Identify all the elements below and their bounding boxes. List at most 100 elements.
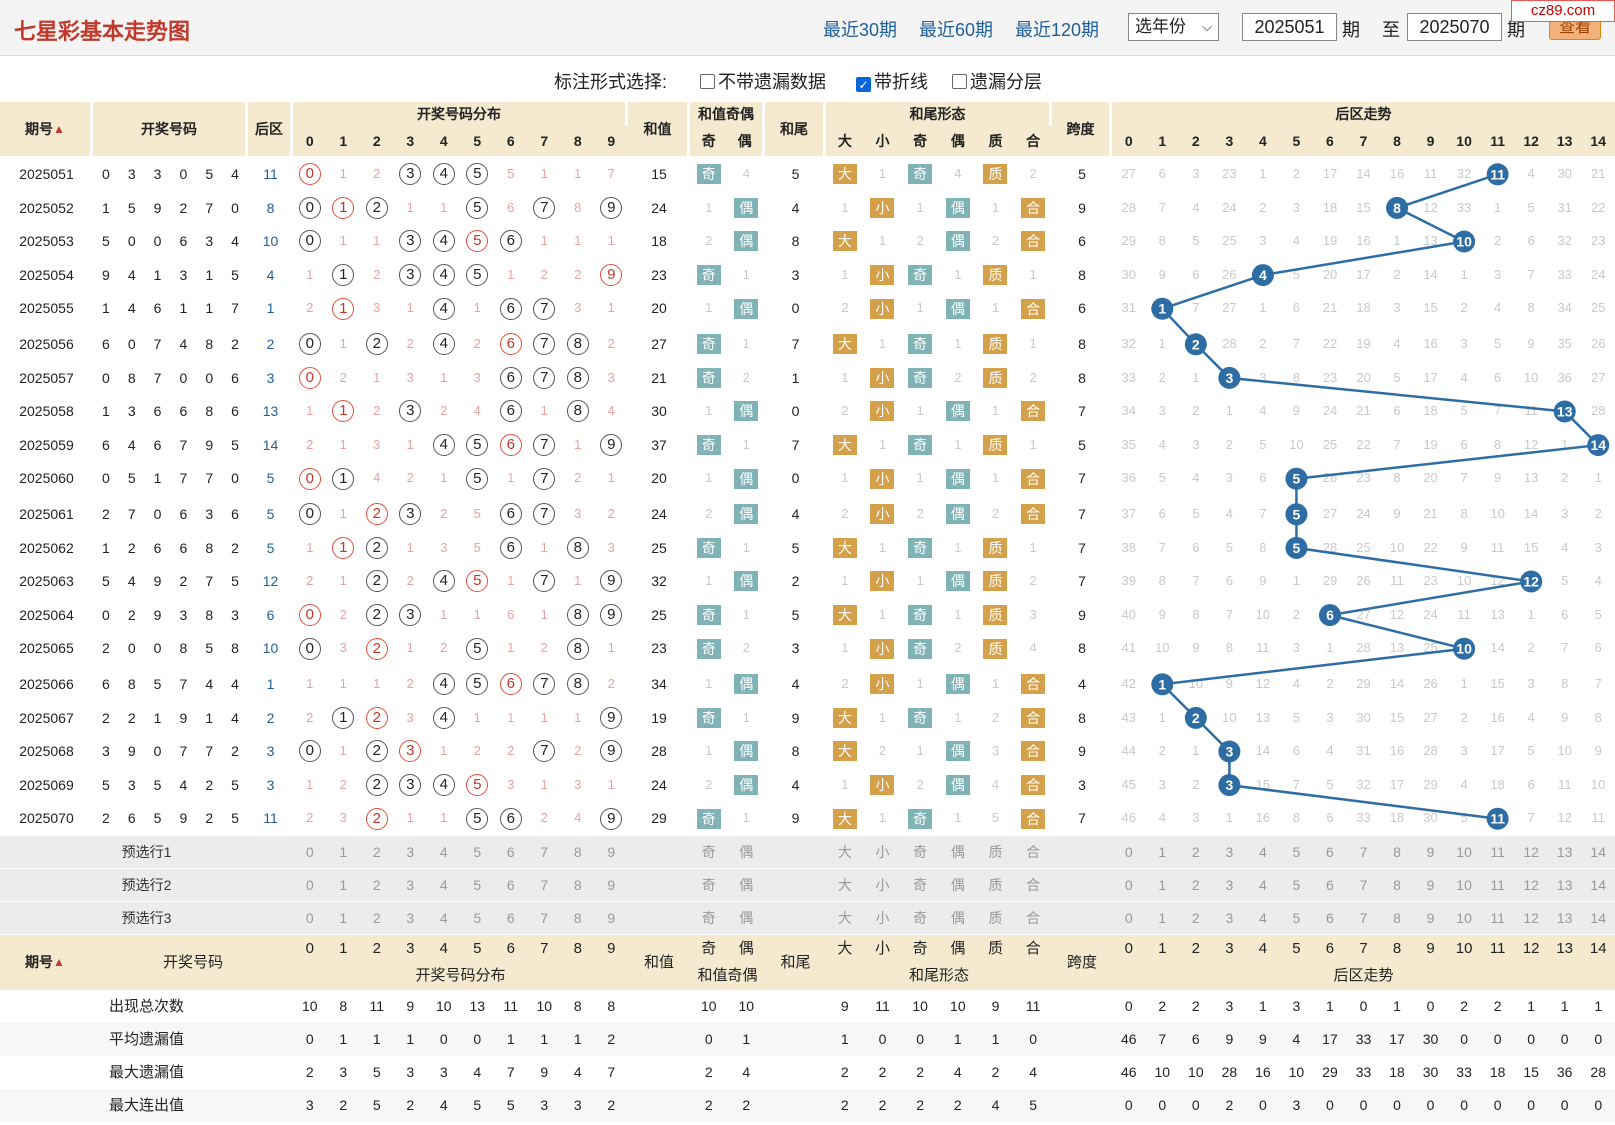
preselect-trend[interactable]: 14 <box>1590 910 1606 926</box>
preselect-trend[interactable]: 5 <box>1292 910 1301 926</box>
from-period-input[interactable]: 2025051 <box>1242 13 1337 41</box>
preselect-trend[interactable]: 10 <box>1456 910 1472 926</box>
option-miss-layer[interactable]: 遗漏分层 <box>952 68 1042 94</box>
view-button[interactable]: 查看 <box>1549 15 1601 40</box>
preselect-digit[interactable]: 7 <box>540 877 549 893</box>
preselect-digit[interactable]: 2 <box>372 910 381 926</box>
preselect-trend[interactable]: 2 <box>1191 910 1200 926</box>
preselect-digit[interactable]: 1 <box>339 877 348 893</box>
preselect-trend[interactable]: 9 <box>1426 844 1435 860</box>
preselect-trend[interactable]: 14 <box>1590 844 1606 860</box>
preselect-trend[interactable]: 0 <box>1124 877 1133 893</box>
checkbox-checked-icon[interactable]: ✓ <box>856 77 871 92</box>
preselect-trend[interactable]: 5 <box>1292 877 1301 893</box>
preselect-odd[interactable]: 奇 <box>701 877 716 893</box>
preselect-digit[interactable]: 9 <box>607 844 616 860</box>
preselect-digit[interactable]: 6 <box>506 910 515 926</box>
preselect-odd[interactable]: 奇 <box>701 844 716 860</box>
preselect-form[interactable]: 合 <box>1026 844 1041 860</box>
sort-icon[interactable]: ▲ <box>53 955 65 969</box>
preselect-digit[interactable]: 0 <box>305 910 314 926</box>
preselect-trend[interactable]: 5 <box>1292 844 1301 860</box>
preselect-trend[interactable]: 2 <box>1191 844 1200 860</box>
preselect-form[interactable]: 大 <box>837 910 852 926</box>
preselect-digit[interactable]: 5 <box>473 844 482 860</box>
preselect-trend[interactable]: 12 <box>1523 910 1539 926</box>
option-polyline[interactable]: ✓ 带折线 <box>856 68 928 94</box>
preselect-trend[interactable]: 6 <box>1326 910 1334 926</box>
preselect-trend[interactable]: 4 <box>1258 910 1267 926</box>
preselect-digit[interactable]: 3 <box>406 910 415 926</box>
preselect-odd[interactable]: 奇 <box>701 910 716 926</box>
preselect-trend[interactable]: 8 <box>1393 877 1401 893</box>
preselect-digit[interactable]: 0 <box>305 877 314 893</box>
preselect-digit[interactable]: 9 <box>607 877 616 893</box>
preselect-digit[interactable]: 5 <box>473 877 482 893</box>
year-select[interactable]: 选年份 ⌵ <box>1128 13 1219 41</box>
preselect-trend[interactable]: 7 <box>1359 844 1368 860</box>
preselect-trend[interactable]: 7 <box>1359 877 1368 893</box>
preselect-trend[interactable]: 3 <box>1225 910 1234 926</box>
preselect-trend[interactable]: 13 <box>1556 910 1573 926</box>
preselect-form[interactable]: 大 <box>837 877 852 893</box>
link-last-120[interactable]: 最近120期 <box>1015 20 1100 40</box>
preselect-digit[interactable]: 6 <box>506 877 515 893</box>
preselect-trend[interactable]: 13 <box>1556 877 1573 893</box>
to-period-input[interactable]: 2025070 <box>1407 13 1502 41</box>
col-period-header[interactable]: 期号 ▲ <box>0 102 90 156</box>
preselect-trend[interactable]: 0 <box>1124 910 1133 926</box>
preselect-digit[interactable]: 1 <box>339 910 348 926</box>
preselect-digit[interactable]: 9 <box>607 910 616 926</box>
preselect-form[interactable]: 合 <box>1026 877 1041 893</box>
preselect-digit[interactable]: 3 <box>406 844 415 860</box>
preselect-form[interactable]: 小 <box>875 877 890 893</box>
preselect-trend[interactable]: 1 <box>1158 910 1167 926</box>
preselect-digit[interactable]: 2 <box>372 877 381 893</box>
preselect-even[interactable]: 偶 <box>739 844 754 860</box>
preselect-digit[interactable]: 6 <box>506 844 515 860</box>
preselect-trend[interactable]: 1 <box>1158 877 1167 893</box>
footer-period-header[interactable]: 期号 ▲ <box>0 935 90 990</box>
preselect-digit[interactable]: 8 <box>573 910 582 926</box>
preselect-trend[interactable]: 4 <box>1258 844 1267 860</box>
preselect-digit[interactable]: 5 <box>473 910 482 926</box>
preselect-form[interactable]: 小 <box>875 910 890 926</box>
preselect-digit[interactable]: 7 <box>540 844 549 860</box>
preselect-even[interactable]: 偶 <box>739 877 754 893</box>
preselect-form[interactable]: 质 <box>988 877 1003 893</box>
preselect-form[interactable]: 偶 <box>950 910 965 926</box>
preselect-digit[interactable]: 7 <box>540 910 549 926</box>
preselect-form[interactable]: 奇 <box>913 910 928 926</box>
preselect-trend[interactable]: 11 <box>1490 877 1505 893</box>
preselect-trend[interactable]: 9 <box>1426 877 1435 893</box>
preselect-digit[interactable]: 2 <box>372 844 381 860</box>
checkbox-icon[interactable] <box>700 74 715 89</box>
preselect-digit[interactable]: 4 <box>439 910 448 926</box>
preselect-trend[interactable]: 8 <box>1393 844 1401 860</box>
preselect-trend[interactable]: 6 <box>1326 844 1334 860</box>
preselect-trend[interactable]: 10 <box>1456 844 1472 860</box>
option-no-miss[interactable]: 不带遗漏数据 <box>700 68 826 94</box>
preselect-trend[interactable]: 7 <box>1359 910 1368 926</box>
preselect-form[interactable]: 小 <box>875 844 890 860</box>
preselect-form[interactable]: 大 <box>837 844 852 860</box>
preselect-even[interactable]: 偶 <box>739 910 754 926</box>
preselect-trend[interactable]: 13 <box>1556 844 1573 860</box>
preselect-form[interactable]: 奇 <box>913 877 928 893</box>
preselect-digit[interactable]: 3 <box>406 877 415 893</box>
checkbox-icon[interactable] <box>952 74 967 89</box>
preselect-trend[interactable]: 6 <box>1326 877 1334 893</box>
preselect-trend[interactable]: 10 <box>1456 877 1472 893</box>
site-logo[interactable]: cz89.com <box>1511 0 1615 22</box>
preselect-trend[interactable]: 4 <box>1258 877 1267 893</box>
preselect-form[interactable]: 合 <box>1026 910 1041 926</box>
preselect-trend[interactable]: 14 <box>1590 877 1606 893</box>
preselect-digit[interactable]: 8 <box>573 877 582 893</box>
link-last-30[interactable]: 最近30期 <box>823 20 898 40</box>
preselect-trend[interactable]: 3 <box>1225 877 1234 893</box>
preselect-form[interactable]: 奇 <box>913 844 928 860</box>
preselect-trend[interactable]: 1 <box>1158 844 1167 860</box>
sort-icon[interactable]: ▲ <box>53 122 65 136</box>
preselect-trend[interactable]: 3 <box>1225 844 1234 860</box>
preselect-digit[interactable]: 1 <box>339 844 348 860</box>
